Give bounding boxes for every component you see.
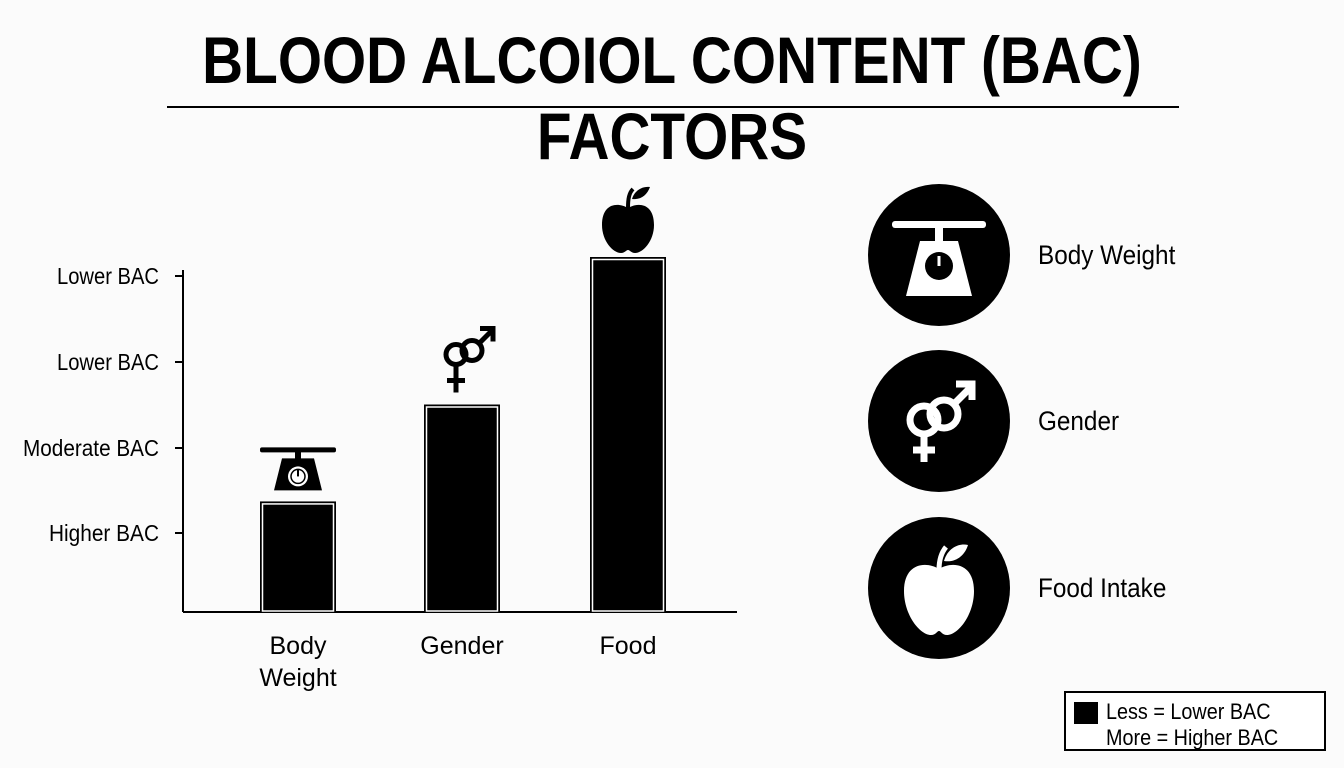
legend-swatch bbox=[1074, 702, 1098, 724]
scale-icon bbox=[868, 184, 1010, 326]
title-divider bbox=[167, 106, 1179, 108]
factor-label: Food Intake bbox=[1038, 572, 1167, 603]
bars bbox=[260, 257, 666, 612]
bar bbox=[590, 257, 666, 611]
category-label: Food bbox=[600, 632, 657, 660]
y-tick-label: Moderate BAC bbox=[23, 435, 159, 461]
y-ticks: Higher BAC Moderate BAC Lower BAC Lower BAC bbox=[23, 263, 183, 546]
y-tick-label: Higher BAC bbox=[49, 520, 159, 546]
category-label: Weight bbox=[259, 664, 336, 692]
y-tick-label: Lower BAC bbox=[57, 349, 159, 375]
category-label: Body bbox=[270, 632, 327, 660]
bar bbox=[424, 404, 500, 611]
factor-food-intake: Food Intake bbox=[868, 516, 1228, 660]
legend-line-more: More = Higher BAC bbox=[1106, 725, 1279, 750]
factor-gender: Gender bbox=[868, 349, 1228, 493]
factor-label: Gender bbox=[1038, 405, 1120, 436]
bar-inner-outline bbox=[425, 406, 499, 612]
gender-icon bbox=[443, 326, 496, 393]
bar-inner-outline bbox=[261, 503, 335, 612]
factor-label: Body Weight bbox=[1038, 239, 1176, 270]
gender-icon bbox=[868, 350, 1010, 492]
scale-icon bbox=[260, 447, 336, 491]
category-label: Gender bbox=[420, 632, 503, 660]
legend-line-less: Less = Lower BAC bbox=[1106, 699, 1271, 724]
bar-inner-outline bbox=[591, 258, 665, 612]
apple-icon bbox=[868, 517, 1010, 659]
y-tick-label: Lower BAC bbox=[57, 263, 159, 289]
legend: Less = Lower BAC More = Higher BAC bbox=[1064, 691, 1326, 751]
factor-body-weight: Body Weight bbox=[868, 183, 1228, 327]
apple-icon bbox=[602, 186, 654, 253]
bar bbox=[260, 501, 336, 611]
page-title: BLOOD ALCOIOL CONTENT (BAC) FACTORS bbox=[202, 23, 1142, 173]
bar-icons bbox=[260, 186, 654, 491]
category-labels: Body Weight Gender Food bbox=[259, 632, 656, 692]
